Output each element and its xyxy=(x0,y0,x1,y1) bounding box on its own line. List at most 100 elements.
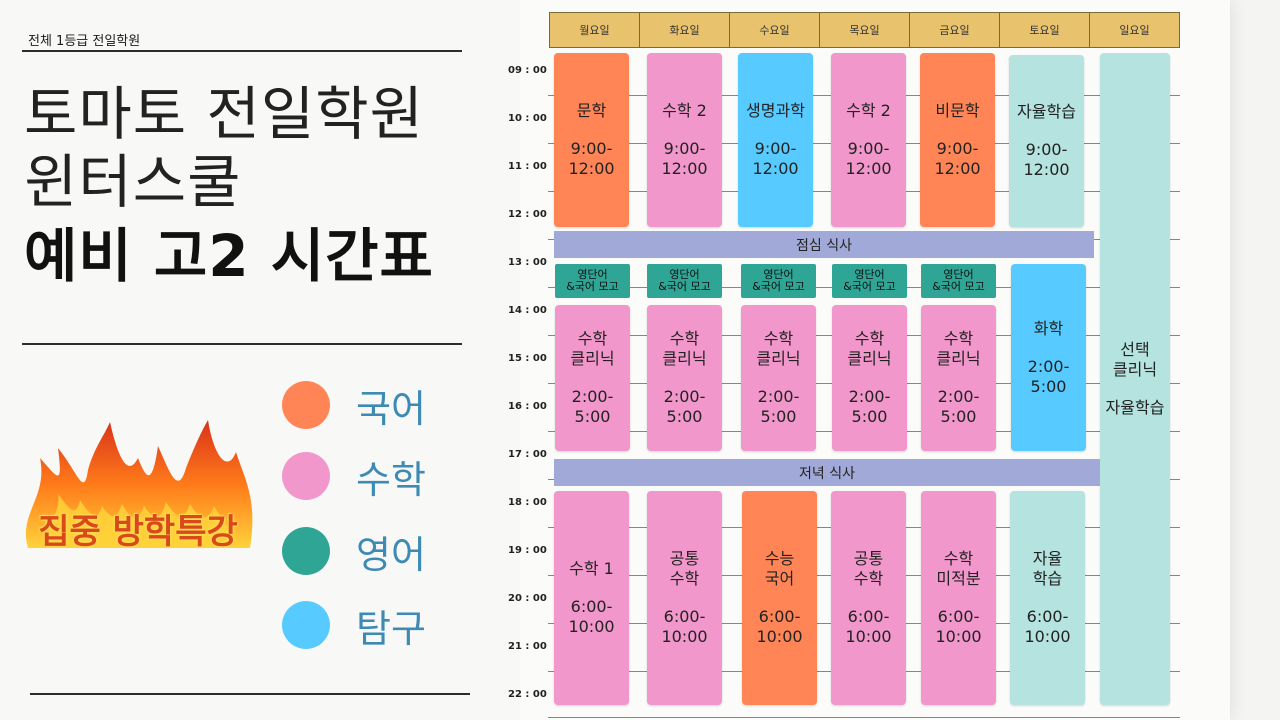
time-label: 19 : 00 xyxy=(508,545,547,556)
legend-dot xyxy=(282,452,330,500)
class-time: 자율학습 xyxy=(1105,398,1165,417)
class-title: 수학 2 xyxy=(662,101,707,120)
legend-dot xyxy=(282,527,330,575)
class-title: 수학 클리닉 xyxy=(570,329,615,368)
time-label: 14 : 00 xyxy=(508,305,547,316)
time-label: 10 : 00 xyxy=(508,113,547,124)
class-block-tue-am: 수학 2 9:00- 12:00 xyxy=(647,53,722,227)
legend-inquiry: 탐구 xyxy=(282,600,426,651)
class-block-fri-am: 비문학 9:00- 12:00 xyxy=(920,53,995,227)
class-title: 수학 클리닉 xyxy=(756,329,801,368)
class-title: 자율 학습 xyxy=(1032,549,1063,588)
flame-icon xyxy=(25,420,253,548)
class-block-tue-ev: 공통 수학 6:00- 10:00 xyxy=(647,491,722,705)
lunch-bar: 점심 식사 xyxy=(554,231,1094,258)
class-block-sun: 선택 클리닉 자율학습 xyxy=(1100,53,1170,705)
class-block-mon-am: 문학 9:00- 12:00 xyxy=(554,53,629,227)
legend-dot xyxy=(282,601,330,649)
class-time: 9:00- 12:00 xyxy=(934,139,981,178)
day-header-wed: 수요일 xyxy=(729,12,820,48)
mini-block-tue: 영단어 &국어 모고 xyxy=(647,264,722,298)
legend-math: 수학 xyxy=(282,451,426,502)
time-label: 17 : 00 xyxy=(508,449,547,460)
class-time: 6:00- 10:00 xyxy=(935,607,982,646)
class-time: 9:00- 12:00 xyxy=(661,139,708,178)
class-title: 문학 xyxy=(576,101,607,120)
class-time: 6:00- 10:00 xyxy=(1024,607,1071,646)
class-block-mon-pm: 수학 클리닉 2:00- 5:00 xyxy=(555,305,630,451)
class-time: 2:00- 5:00 xyxy=(663,387,706,426)
class-title: 화학 xyxy=(1033,318,1064,338)
class-block-wed-am: 생명과학 9:00- 12:00 xyxy=(738,53,813,227)
class-title: 생명과학 xyxy=(746,101,805,120)
class-time: 2:00- 5:00 xyxy=(1027,356,1070,396)
class-block-mon-ev: 수학 1 6:00- 10:00 xyxy=(554,491,629,705)
divider-top xyxy=(22,50,462,52)
class-block-fri-ev: 수학 미적분 6:00- 10:00 xyxy=(921,491,996,705)
class-block-sat-pm: 화학 2:00- 5:00 xyxy=(1011,264,1086,451)
day-header-tue: 화요일 xyxy=(639,12,730,48)
divider-bottom xyxy=(30,693,470,695)
class-block-wed-pm: 수학 클리닉 2:00- 5:00 xyxy=(741,305,816,451)
class-title: 공통 수학 xyxy=(853,549,884,588)
day-header-mon: 월요일 xyxy=(549,12,640,48)
badge-text: 집중 방학특강 xyxy=(38,512,238,552)
class-time: 9:00- 12:00 xyxy=(752,139,799,178)
legend-korean: 국어 xyxy=(282,380,426,431)
mini-block-fri: 영단어 &국어 모고 xyxy=(921,264,996,298)
class-block-sat-ev: 자율 학습 6:00- 10:00 xyxy=(1010,491,1085,705)
class-block-fri-pm: 수학 클리닉 2:00- 5:00 xyxy=(921,305,996,451)
dinner-bar: 저녁 식사 xyxy=(554,459,1100,486)
class-block-sat-am: 자율학습 9:00- 12:00 xyxy=(1009,55,1084,227)
title-line-1: 토마토 전일학원 xyxy=(24,80,424,148)
flame-badge: 집중 방학특강 xyxy=(18,418,258,558)
class-time: 6:00- 10:00 xyxy=(661,607,708,646)
legend-label: 영어 xyxy=(356,532,426,577)
class-time: 6:00- 10:00 xyxy=(568,597,615,636)
class-title: 선택 클리닉 xyxy=(1112,340,1158,379)
title-line-2: 윈터스쿨 xyxy=(24,148,242,216)
class-title: 수능 국어 xyxy=(764,549,795,588)
class-block-thu-am: 수학 2 9:00- 12:00 xyxy=(831,53,906,227)
legend-label: 탐구 xyxy=(356,606,426,651)
time-label: 09 : 00 xyxy=(508,65,547,76)
class-block-thu-pm: 수학 클리닉 2:00- 5:00 xyxy=(832,305,907,451)
mini-block-thu: 영단어 &국어 모고 xyxy=(832,264,907,298)
legend-english: 영어 xyxy=(282,526,426,577)
divider-middle xyxy=(22,343,462,345)
class-time: 9:00- 12:00 xyxy=(845,139,892,178)
legend-label: 국어 xyxy=(356,386,426,431)
mini-block-wed: 영단어 &국어 모고 xyxy=(741,264,816,298)
class-time: 9:00- 12:00 xyxy=(1023,140,1070,179)
legend-label: 수학 xyxy=(356,457,426,502)
mini-block-mon: 영단어 &국어 모고 xyxy=(555,264,630,298)
time-label: 18 : 00 xyxy=(508,497,547,508)
class-block-wed-ev: 수능 국어 6:00- 10:00 xyxy=(742,491,817,705)
class-block-tue-pm: 수학 클리닉 2:00- 5:00 xyxy=(647,305,722,451)
top-label: 전체 1등급 전일학원 xyxy=(28,34,141,49)
class-title: 자율학습 xyxy=(1017,102,1076,121)
class-block-thu-ev: 공통 수학 6:00- 10:00 xyxy=(831,491,906,705)
left-panel: 전체 1등급 전일학원 토마토 전일학원 윈터스쿨 예비 고2 시간표 집중 방… xyxy=(0,0,520,720)
class-title: 수학 1 xyxy=(569,559,614,578)
class-title: 수학 클리닉 xyxy=(847,329,892,368)
time-label: 13 : 00 xyxy=(508,257,547,268)
class-title: 수학 2 xyxy=(846,101,891,120)
day-header-sat: 토요일 xyxy=(999,12,1090,48)
grid-line xyxy=(548,717,1180,718)
time-label: 20 : 00 xyxy=(508,593,547,604)
class-time: 2:00- 5:00 xyxy=(937,387,980,426)
class-title: 수학 미적분 xyxy=(936,549,981,588)
time-label: 21 : 00 xyxy=(508,641,547,652)
time-label: 16 : 00 xyxy=(508,401,547,412)
class-time: 6:00- 10:00 xyxy=(756,607,803,646)
day-header-sun: 일요일 xyxy=(1089,12,1180,48)
time-label: 22 : 00 xyxy=(508,689,547,700)
time-label: 11 : 00 xyxy=(508,161,547,172)
class-title: 비문학 xyxy=(935,101,980,120)
class-time: 2:00- 5:00 xyxy=(757,387,800,426)
class-title: 수학 클리닉 xyxy=(662,329,707,368)
title-line-3: 예비 고2 시간표 xyxy=(24,222,434,290)
legend-dot xyxy=(282,381,330,429)
